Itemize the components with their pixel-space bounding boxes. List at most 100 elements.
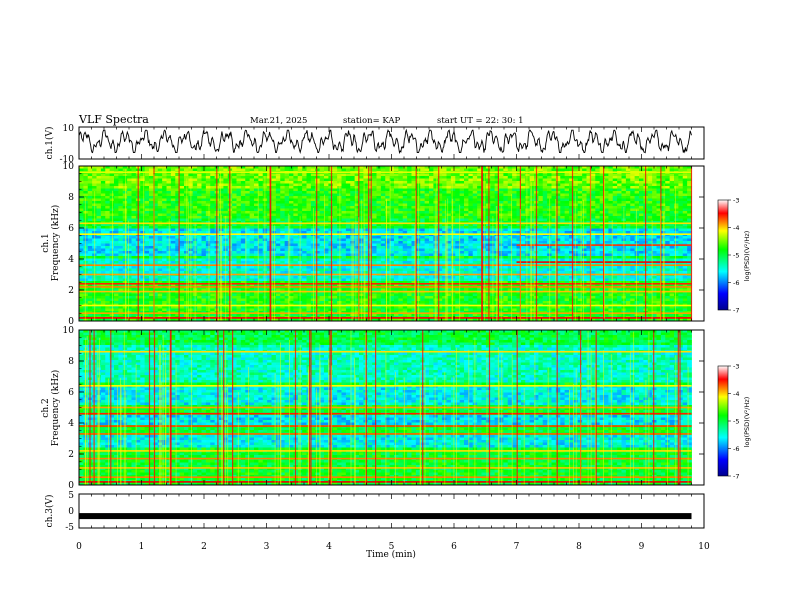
spectrogram-cell bbox=[345, 248, 351, 252]
spectrogram-cell bbox=[92, 186, 97, 189]
spectrogram-cell bbox=[249, 248, 255, 252]
spectrogram-cell bbox=[647, 193, 653, 197]
spectrogram-cell bbox=[341, 226, 347, 229]
spectrogram-cell bbox=[354, 253, 360, 257]
spectrogram-cell bbox=[472, 251, 478, 254]
spectrogram-cell bbox=[503, 238, 509, 242]
spectrogram-cell bbox=[118, 176, 124, 179]
spectrogram-cell bbox=[240, 183, 246, 187]
spectrogram-cell bbox=[569, 166, 574, 169]
spectrogram-cell bbox=[525, 246, 531, 249]
spectrogram-cell bbox=[223, 173, 229, 177]
spectrogram-cell bbox=[617, 223, 622, 227]
spectrogram-cell bbox=[429, 193, 434, 197]
spectrogram-cell bbox=[87, 246, 93, 249]
spectrogram-cell bbox=[424, 191, 430, 194]
spectrogram-cell bbox=[192, 193, 198, 197]
spectrogram-cell bbox=[332, 213, 338, 217]
spectrogram-cell bbox=[271, 216, 277, 219]
spectrogram-cell bbox=[271, 201, 277, 204]
spectrogram-cell bbox=[564, 198, 570, 202]
spectrogram-cell bbox=[660, 211, 666, 214]
spectrogram-cell bbox=[131, 216, 137, 219]
spectrogram-cell bbox=[647, 201, 653, 204]
spectrogram-cell bbox=[420, 236, 426, 239]
spectrogram-cell bbox=[83, 226, 89, 229]
spectrogram-cell bbox=[547, 173, 552, 177]
spectrogram-cell bbox=[634, 241, 640, 244]
spectrogram-cell bbox=[380, 211, 386, 214]
spectrogram-cell bbox=[127, 236, 132, 239]
date-label: Mar.21, 2025 bbox=[250, 116, 307, 126]
spectrogram-cell bbox=[170, 246, 176, 249]
spectrogram-cell bbox=[319, 248, 325, 252]
spectrogram-cell bbox=[446, 238, 452, 242]
spectrogram-cell bbox=[201, 178, 207, 182]
spectrogram-cell bbox=[617, 183, 622, 187]
spectrogram-cell bbox=[289, 251, 294, 254]
spectrogram-cell bbox=[608, 228, 614, 232]
spectrogram-cell bbox=[332, 176, 338, 179]
spectrogram-cell bbox=[350, 231, 356, 234]
spectrogram-cell bbox=[520, 176, 526, 179]
spectrogram-cell bbox=[153, 228, 159, 232]
spectrogram-cell bbox=[249, 166, 255, 169]
spectrogram-cell bbox=[179, 166, 185, 169]
spectrogram-cell bbox=[599, 168, 605, 172]
spectrogram-cell bbox=[157, 221, 163, 224]
spectrogram-cell bbox=[630, 248, 636, 252]
spectrogram-cell bbox=[590, 181, 596, 184]
spectrogram-cell bbox=[341, 181, 347, 184]
spectrogram-cell bbox=[394, 176, 399, 179]
spectrogram-cell bbox=[149, 196, 154, 199]
spectrogram-cell bbox=[621, 188, 627, 192]
spectrogram-cell bbox=[586, 196, 592, 199]
spectrogram-cell bbox=[503, 228, 509, 232]
spectrogram-cell bbox=[175, 248, 181, 252]
spectrogram-cell bbox=[127, 251, 132, 254]
spectrogram-cell bbox=[359, 186, 364, 189]
spectrogram-cell bbox=[179, 253, 185, 257]
spectrogram-cell bbox=[275, 206, 281, 209]
spectrogram-cell bbox=[240, 181, 246, 184]
spectrogram-cell bbox=[109, 196, 115, 199]
spectrogram-cell bbox=[162, 231, 167, 234]
spectrogram-cell bbox=[328, 221, 334, 224]
spectrogram-cell bbox=[525, 196, 531, 199]
spectrogram-cell bbox=[197, 206, 202, 209]
spectrogram-cell bbox=[350, 236, 356, 239]
spectrogram-cell bbox=[420, 168, 426, 172]
spectrogram-cell bbox=[442, 196, 447, 199]
spectrogram-cell bbox=[485, 231, 491, 234]
spectrogram-cell bbox=[315, 206, 321, 209]
spectrogram-cell bbox=[472, 168, 478, 172]
spectrogram-cell bbox=[210, 196, 216, 199]
spectrogram-cell bbox=[315, 241, 321, 244]
spectrogram-cell bbox=[656, 186, 662, 189]
spectrogram-cell bbox=[350, 206, 356, 209]
spectrogram-cell bbox=[140, 253, 146, 257]
spectrogram-cell bbox=[608, 201, 614, 204]
spectrogram-cell bbox=[590, 218, 596, 222]
spectrogram-cell bbox=[205, 211, 211, 214]
spectrogram-cell bbox=[324, 243, 329, 247]
spectrogram-cell bbox=[464, 203, 469, 207]
spectrogram-cell bbox=[367, 213, 373, 217]
spectrogram-cell bbox=[210, 166, 216, 169]
spectrogram-cell bbox=[332, 238, 338, 242]
spectrogram-cell bbox=[83, 188, 89, 192]
spectrogram-cell bbox=[573, 236, 579, 239]
spectrogram-cell bbox=[599, 166, 605, 169]
spectrogram-cell bbox=[153, 178, 159, 182]
spectrogram-cell bbox=[83, 228, 89, 232]
spectrogram-cell bbox=[240, 178, 246, 182]
spectrogram-cell bbox=[586, 166, 592, 169]
spectrogram-cell bbox=[455, 188, 461, 192]
spectrogram-cell bbox=[232, 186, 237, 189]
spectrogram-cell bbox=[157, 201, 163, 204]
spectrogram-cell bbox=[380, 191, 386, 194]
spectrogram-cell bbox=[485, 251, 491, 254]
spectrogram-cell bbox=[319, 246, 325, 249]
spectrogram-cell bbox=[499, 168, 504, 172]
spectrogram-cell bbox=[569, 228, 574, 232]
